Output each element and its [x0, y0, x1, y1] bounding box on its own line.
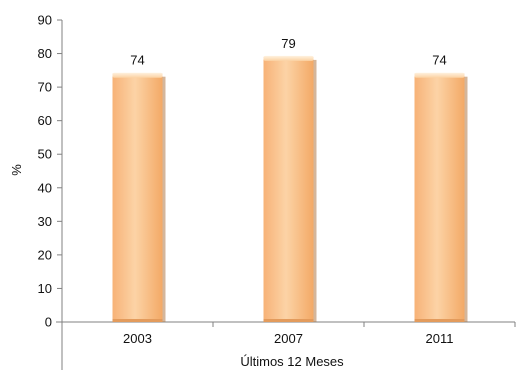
y-tick-label: 80 [38, 46, 52, 61]
bar-base [414, 319, 465, 322]
bars [112, 55, 468, 323]
bar-shadow [161, 76, 166, 322]
y-tick-label: 30 [38, 214, 52, 229]
x-ticks: 2003 2007 2011 [61, 322, 516, 346]
y-tick-label: 90 [38, 13, 52, 28]
y-tick-label: 40 [38, 180, 52, 195]
x-axis-title: Últimos 12 Meses [240, 354, 344, 369]
bar-body [414, 73, 465, 322]
y-ticks: 0 10 20 30 40 50 60 70 80 90 [38, 13, 62, 330]
bar [414, 72, 468, 322]
bar-body [112, 73, 163, 322]
y-tick-label: 20 [38, 247, 52, 262]
bar [263, 55, 317, 323]
x-tick-label: 2007 [274, 331, 303, 346]
y-axis-title: % [9, 164, 24, 176]
x-tick-label: 2003 [123, 331, 152, 346]
bar-cap [414, 72, 465, 78]
bar-cap [112, 72, 163, 78]
y-tick-label: 70 [38, 80, 52, 95]
x-tick-label: 2011 [426, 331, 454, 346]
bar-cap [263, 55, 314, 61]
data-label: 74 [432, 53, 446, 68]
y-tick-label: 10 [38, 281, 52, 296]
bar-shadow [312, 59, 317, 323]
data-label: 79 [281, 36, 295, 51]
data-label: 74 [130, 53, 144, 68]
bar-base [263, 319, 314, 322]
bar-base [112, 319, 163, 322]
y-tick-label: 60 [38, 113, 52, 128]
y-tick-label: 50 [38, 147, 52, 162]
y-tick-label: 0 [45, 315, 52, 330]
bar [112, 72, 166, 322]
bar-body [263, 56, 314, 323]
data-labels: 74 79 74 [130, 36, 446, 68]
bar-shadow [463, 76, 468, 322]
